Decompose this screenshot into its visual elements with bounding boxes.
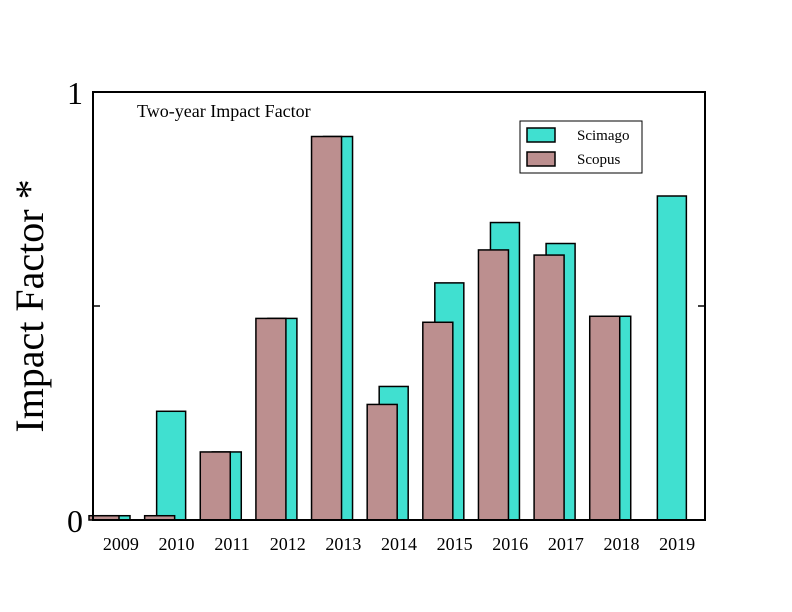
legend-label-scimago: Scimago [577, 128, 630, 144]
legend-swatch-scopus [526, 151, 556, 167]
bars-layer [88, 135, 688, 521]
chart-annotation: Two-year Impact Factor [137, 101, 311, 121]
y-tick-label-1: 1 [67, 75, 83, 111]
bar-scopus-2014 [366, 403, 398, 521]
y-ticks: 01 [67, 75, 705, 539]
x-tick-label-2013: 2013 [325, 534, 361, 554]
y-tick-label-0: 0 [67, 503, 83, 539]
bar-scopus-2011 [199, 451, 232, 521]
legend: Scimago Scopus [519, 120, 643, 174]
bar-scopus-2013 [310, 135, 343, 521]
legend-swatch-scimago [526, 127, 556, 143]
y-axis-label: Impact Factor * [7, 179, 52, 432]
x-tick-label-2012: 2012 [270, 534, 306, 554]
x-tick-label-2015: 2015 [437, 534, 473, 554]
x-tick-label-2014: 2014 [381, 534, 417, 554]
bar-scopus-2016 [477, 249, 510, 521]
x-tick-label-2019: 2019 [659, 534, 695, 554]
x-tick-label-2017: 2017 [548, 534, 584, 554]
x-tick-label-2016: 2016 [492, 534, 528, 554]
bar-scimago-2019 [656, 195, 688, 521]
x-tick-labels: 2009 2010 2011 2012 2013 2014 2015 2016 2017 2018… [103, 534, 695, 554]
bar-scopus-2015 [422, 321, 454, 521]
bar-scopus-2018 [588, 315, 621, 521]
legend-label-scopus: Scopus [577, 152, 621, 168]
bar-scimago-2010 [155, 410, 187, 521]
x-tick-label-2011: 2011 [214, 534, 249, 554]
bar-scopus-2012 [255, 317, 287, 521]
x-tick-label-2010: 2010 [158, 534, 194, 554]
bar-scopus-2017 [533, 254, 565, 521]
x-tick-label-2018: 2018 [604, 534, 640, 554]
x-tick-label-2009: 2009 [103, 534, 139, 554]
